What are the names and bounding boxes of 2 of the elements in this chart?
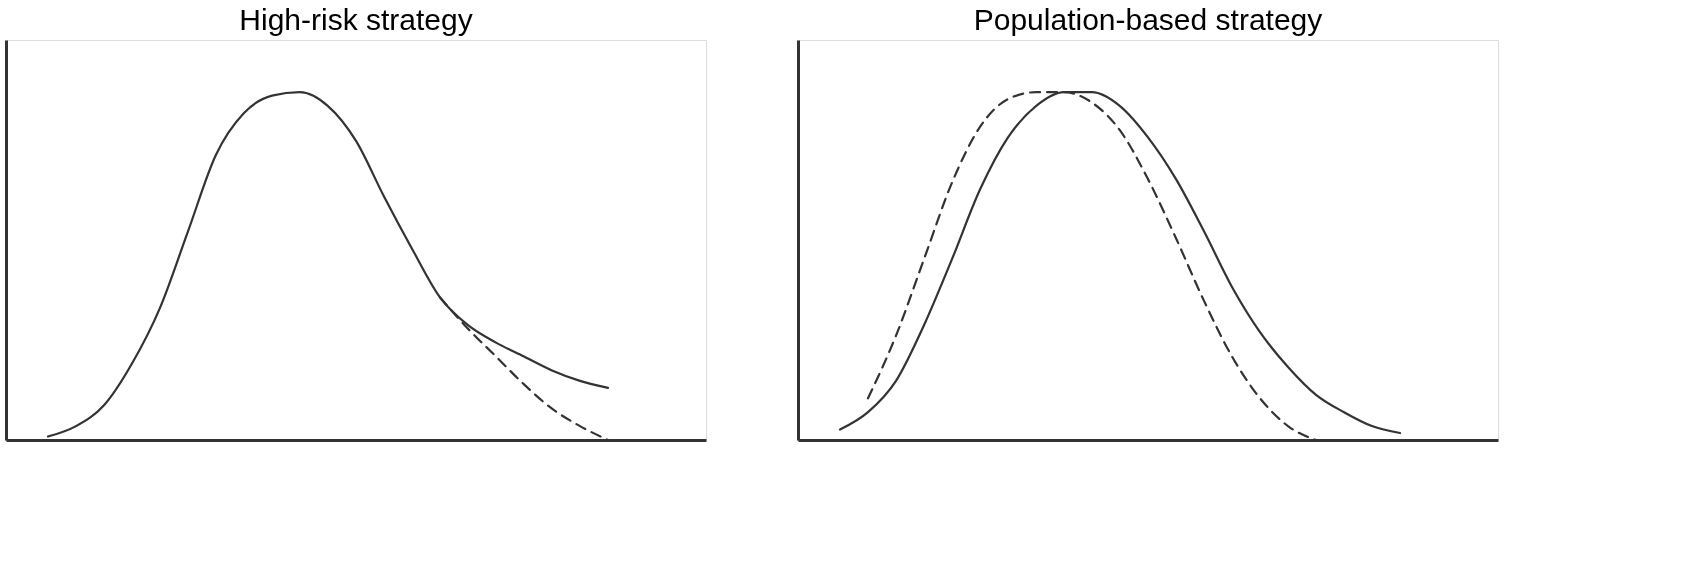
chart-title: High-risk strategy (239, 3, 473, 36)
chart-title: Population-based strategy (973, 3, 1323, 36)
